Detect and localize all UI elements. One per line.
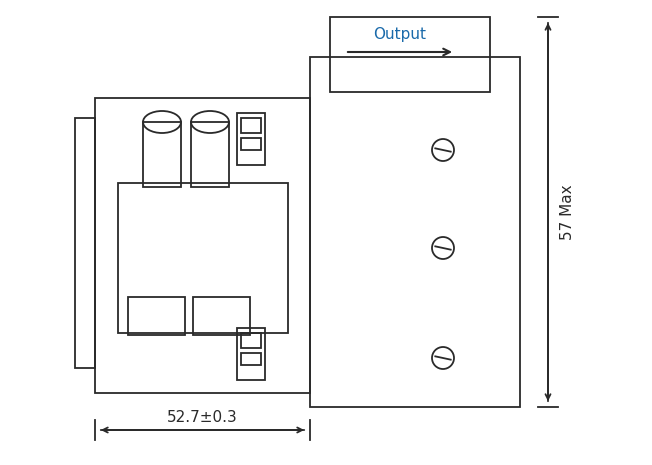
- Bar: [241, 118, 261, 133]
- Bar: [193, 297, 250, 335]
- Text: 57 Max: 57 Max: [561, 184, 576, 240]
- Bar: [95, 98, 310, 393]
- Bar: [310, 57, 520, 407]
- Circle shape: [432, 347, 454, 369]
- Bar: [241, 353, 261, 365]
- Bar: [330, 17, 490, 92]
- Bar: [75, 118, 95, 368]
- Bar: [191, 122, 229, 187]
- Bar: [237, 328, 265, 380]
- Bar: [237, 113, 265, 165]
- Text: 52.7±0.3: 52.7±0.3: [167, 410, 238, 425]
- Bar: [118, 183, 288, 333]
- Circle shape: [432, 139, 454, 161]
- Bar: [128, 297, 185, 335]
- Bar: [143, 122, 181, 187]
- Circle shape: [432, 237, 454, 259]
- Bar: [241, 333, 261, 348]
- Text: Output: Output: [374, 27, 426, 42]
- Bar: [241, 138, 261, 150]
